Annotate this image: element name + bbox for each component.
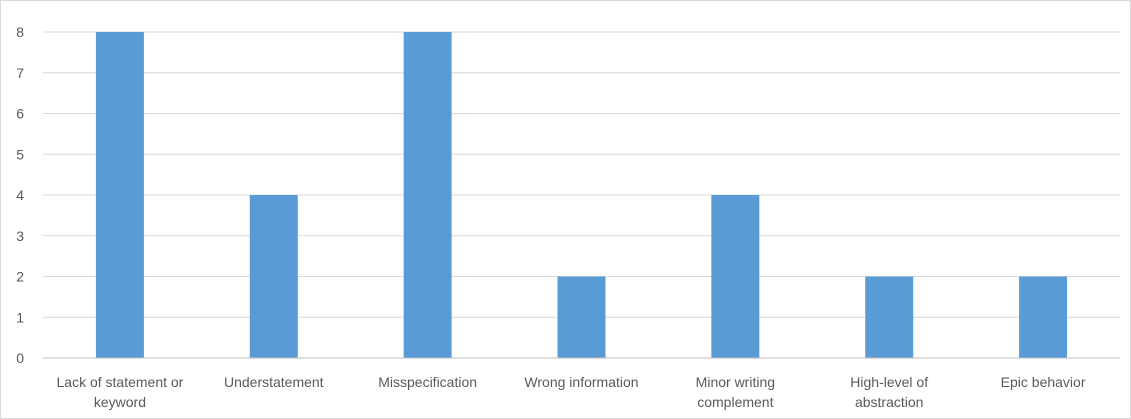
- y-tick-label: 8: [16, 24, 24, 40]
- x-tick-label: Wrong information: [524, 374, 638, 390]
- bar: [95, 32, 144, 358]
- y-axis-tick-labels: 0 1 2 3 4 5 6 7 8: [16, 24, 24, 366]
- y-tick-label: 3: [16, 228, 24, 244]
- x-tick-label: Minor writing complement: [696, 374, 775, 410]
- x-tick-label: High-level of abstraction: [850, 374, 928, 410]
- y-tick-label: 0: [16, 350, 24, 366]
- bar: [403, 32, 452, 358]
- y-tick-label: 1: [16, 309, 24, 325]
- bar: [711, 195, 760, 358]
- bar: [865, 276, 914, 358]
- bar: [557, 276, 606, 358]
- x-tick-label: Misspecification: [378, 374, 477, 390]
- x-tick-label: Lack of statement or keyword: [57, 374, 184, 410]
- y-tick-label: 2: [16, 269, 24, 285]
- y-tick-label: 5: [16, 146, 24, 162]
- y-tick-label: 4: [16, 187, 24, 203]
- x-axis-tick-labels: Lack of statement or keyword Understatemen…: [57, 374, 1086, 410]
- x-tick-label: Epic behavior: [1001, 374, 1086, 390]
- y-tick-label: 6: [16, 106, 24, 122]
- y-tick-label: 7: [16, 65, 24, 81]
- bar: [1019, 276, 1068, 358]
- x-tick-label: Understatement: [224, 374, 324, 390]
- bar: [249, 195, 298, 358]
- bars: [95, 32, 1068, 358]
- grid-lines: [43, 31, 1120, 318]
